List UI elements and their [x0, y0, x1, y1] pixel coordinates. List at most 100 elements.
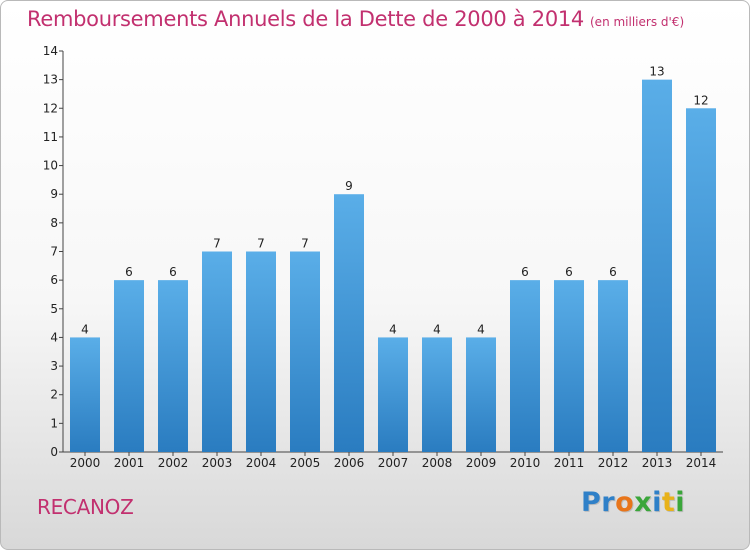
bar — [378, 337, 408, 452]
bar — [246, 251, 276, 452]
y-tick-label: 12 — [43, 101, 58, 115]
y-tick-label: 3 — [50, 359, 58, 373]
y-tick: 10 — [43, 159, 63, 173]
x-tick-label: 2007 — [378, 456, 409, 470]
bar-value-label: 4 — [81, 322, 89, 336]
y-tick-label: 11 — [43, 130, 58, 144]
logo-letter: i — [652, 487, 662, 518]
bar-value-label: 12 — [693, 93, 708, 107]
logo-letter: o — [615, 487, 635, 518]
bar-value-label: 9 — [345, 179, 353, 193]
x-tick: 2010 — [510, 452, 541, 470]
x-tick-label: 2011 — [554, 456, 585, 470]
x-tick-label: 2006 — [334, 456, 365, 470]
chart-title-main: Remboursements Annuels de la Dette de 20… — [27, 7, 584, 31]
y-tick-label: 1 — [50, 416, 58, 430]
y-tick: 9 — [50, 187, 63, 201]
y-tick-label: 8 — [50, 216, 58, 230]
y-tick: 11 — [43, 130, 63, 144]
y-tick-label: 10 — [43, 159, 58, 173]
logo-letter: t — [661, 487, 676, 518]
bar — [334, 194, 364, 452]
y-tick-label: 13 — [43, 73, 58, 87]
bar — [554, 280, 584, 452]
y-tick-label: 2 — [50, 388, 58, 402]
x-tick: 2003 — [202, 452, 233, 470]
x-tick: 2014 — [686, 452, 717, 470]
y-tick: 1 — [50, 416, 63, 430]
y-tick-label: 14 — [43, 44, 58, 58]
y-tick: 3 — [50, 359, 63, 373]
x-tick-label: 2010 — [510, 456, 541, 470]
x-tick: 2000 — [70, 452, 101, 470]
y-tick: 6 — [50, 273, 63, 287]
y-tick-label: 4 — [50, 330, 58, 344]
x-tick-label: 2012 — [598, 456, 629, 470]
bar — [510, 280, 540, 452]
x-tick: 2007 — [378, 452, 409, 470]
x-tick: 2005 — [290, 452, 320, 470]
bar-value-label: 4 — [433, 322, 441, 336]
y-tick: 7 — [50, 245, 63, 259]
x-tick-label: 2000 — [70, 456, 101, 470]
commune-name: RECANOZ — [37, 495, 134, 519]
logo-letter: i — [675, 487, 686, 518]
x-tick: 2009 — [466, 452, 497, 470]
x-tick: 2001 — [114, 452, 145, 470]
logo-letter: r — [601, 487, 616, 518]
bar-value-label: 7 — [301, 237, 309, 251]
logo-letter: P — [581, 487, 602, 518]
y-tick: 0 — [50, 445, 63, 459]
bar — [642, 79, 672, 453]
bar-value-label: 13 — [649, 65, 664, 79]
bar-value-label: 6 — [565, 265, 573, 279]
bar — [466, 337, 496, 452]
x-tick-label: 2013 — [642, 456, 673, 470]
bar-value-label: 7 — [257, 237, 265, 251]
x-tick-label: 2014 — [686, 456, 717, 470]
y-tick-label: 6 — [50, 273, 58, 287]
bar-value-label: 4 — [389, 322, 397, 336]
bar-value-label: 6 — [125, 265, 133, 279]
x-tick-label: 2004 — [246, 456, 277, 470]
bar — [70, 337, 100, 452]
bar-value-label: 7 — [213, 237, 221, 251]
y-tick-label: 0 — [50, 445, 58, 459]
y-tick-label: 5 — [50, 302, 58, 316]
bar — [158, 280, 188, 452]
bar — [202, 251, 232, 452]
bar — [686, 108, 716, 453]
x-tick-label: 2008 — [422, 456, 453, 470]
y-tick: 2 — [50, 388, 63, 402]
y-tick-label: 7 — [50, 245, 58, 259]
x-tick: 2006 — [334, 452, 365, 470]
bar-value-label: 4 — [477, 322, 485, 336]
chart-title-unit: (en milliers d'€) — [590, 15, 685, 29]
chart-title: Remboursements Annuels de la Dette de 20… — [27, 7, 684, 31]
y-tick: 14 — [43, 44, 63, 58]
x-tick: 2008 — [422, 452, 453, 470]
y-tick: 12 — [43, 101, 63, 115]
x-tick: 2012 — [598, 452, 629, 470]
bar — [598, 280, 628, 452]
bar — [290, 251, 320, 452]
x-tick-label: 2003 — [202, 456, 233, 470]
x-tick: 2011 — [554, 452, 585, 470]
y-tick: 5 — [50, 302, 63, 316]
x-tick: 2013 — [642, 452, 673, 470]
x-tick-label: 2002 — [158, 456, 189, 470]
y-tick: 13 — [43, 73, 63, 87]
proxiti-logo: Proxiti — [581, 487, 685, 518]
y-tick: 8 — [50, 216, 63, 230]
x-tick: 2002 — [158, 452, 189, 470]
bar-value-label: 6 — [521, 265, 529, 279]
y-tick-label: 9 — [50, 187, 58, 201]
logo-letter: x — [634, 487, 653, 518]
y-tick: 4 — [50, 330, 63, 344]
x-tick-label: 2009 — [466, 456, 497, 470]
x-tick-label: 2001 — [114, 456, 145, 470]
bar-value-label: 6 — [169, 265, 177, 279]
bar-value-label: 6 — [609, 265, 617, 279]
